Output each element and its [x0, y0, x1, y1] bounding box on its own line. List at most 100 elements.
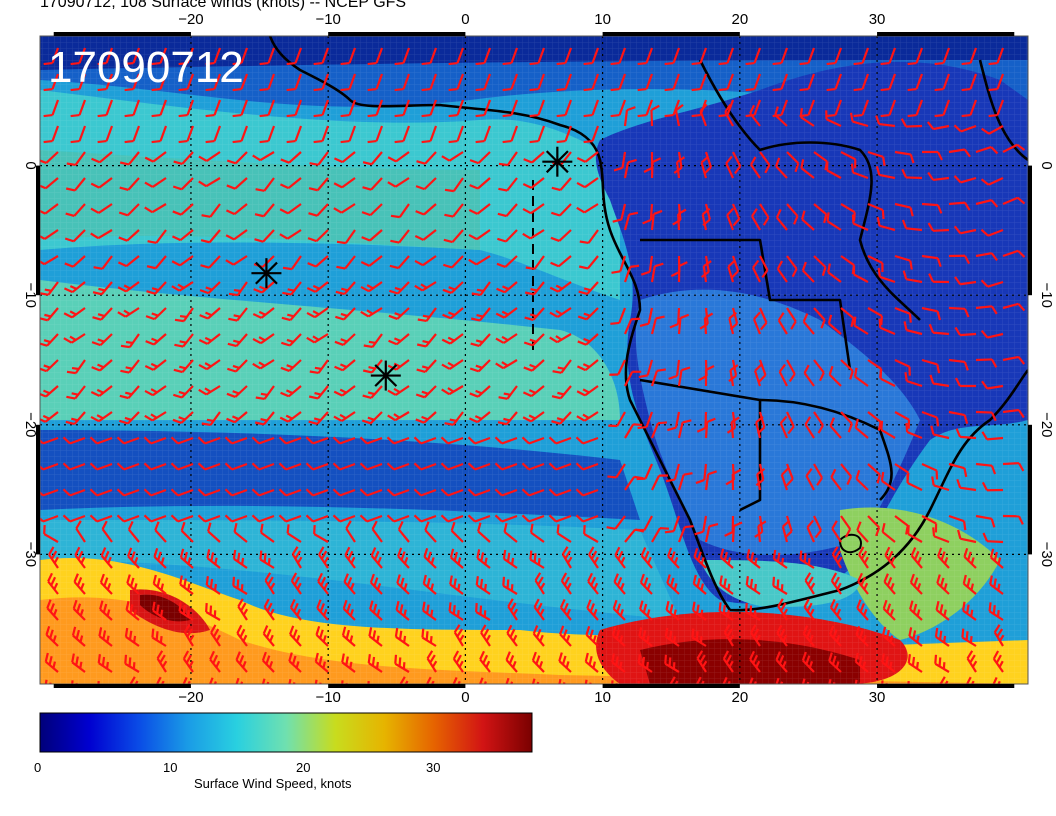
wind-barb	[931, 476, 950, 492]
wind-barb	[308, 203, 329, 217]
wind-barb	[290, 572, 302, 595]
wind-barb	[205, 47, 222, 66]
wind-barb	[576, 359, 599, 372]
wind-barb	[781, 519, 791, 543]
wind-barb	[953, 225, 977, 235]
colorbar-label: Surface Wind Speed, knots	[194, 776, 352, 791]
lon-tick-label: 30	[869, 11, 886, 28]
wind-barb	[280, 359, 302, 372]
wind-barb	[696, 650, 708, 673]
wind-barb	[939, 676, 950, 684]
wind-barb	[424, 521, 437, 543]
wind-barb	[416, 151, 437, 165]
wind-barb	[333, 411, 356, 422]
wind-barb	[806, 519, 816, 543]
wind-barb	[556, 73, 573, 92]
wind-barb	[279, 203, 302, 215]
wind-barb	[867, 515, 881, 537]
wind-barb	[449, 548, 464, 569]
lat-tick-label: −20	[1038, 412, 1055, 437]
wind-barb	[853, 73, 870, 92]
wind-barb	[651, 527, 669, 543]
wind-barb	[583, 125, 600, 144]
wind-barb	[40, 488, 59, 497]
wind-barb	[124, 99, 141, 118]
wind-barb	[62, 514, 86, 523]
wind-barb	[116, 462, 140, 471]
wind-barb	[955, 428, 977, 440]
wind-barb	[867, 150, 886, 166]
wind-barb	[637, 47, 654, 66]
wind-barb	[470, 333, 491, 347]
wind-barb	[208, 677, 217, 684]
wind-barb	[174, 333, 194, 348]
wind-barb	[117, 281, 140, 293]
wind-barb	[704, 365, 715, 386]
wind-barb	[929, 374, 950, 388]
wind-barb	[975, 358, 998, 368]
wind-barb	[448, 125, 465, 144]
wind-barb	[309, 359, 329, 375]
wind-barb	[905, 423, 923, 440]
wind-barb	[226, 151, 248, 165]
lat-tick-label: 0	[1038, 161, 1055, 169]
wind-barb	[101, 520, 113, 543]
wind-barb	[286, 524, 302, 543]
wind-barb	[197, 436, 221, 445]
wind-barb	[74, 546, 86, 569]
wind-barb	[900, 118, 923, 128]
lon-tick-label: 20	[731, 689, 748, 706]
wind-barb	[894, 202, 914, 217]
wind-barb	[975, 305, 998, 315]
wind-barb	[831, 520, 842, 543]
wind-barb	[750, 156, 761, 179]
wind-barb	[975, 514, 996, 528]
wind-barb	[178, 73, 195, 92]
wind-barb	[440, 488, 464, 497]
wind-barb	[902, 270, 923, 284]
wind-barb	[116, 514, 140, 523]
wind-barb	[173, 151, 194, 165]
wind-barb	[975, 146, 999, 155]
wind-barb	[786, 359, 796, 382]
wind-barb	[340, 125, 357, 144]
wind-barb	[701, 207, 711, 231]
wind-barb	[522, 203, 545, 215]
wind-barb	[261, 678, 270, 684]
wind-barb	[71, 653, 86, 673]
lon-tick-label: 0	[461, 689, 469, 706]
wind-barb	[313, 679, 322, 684]
wind-barb	[448, 47, 465, 66]
wind-barb	[556, 99, 573, 118]
wind-barb	[522, 229, 545, 240]
wind-barb	[936, 574, 950, 595]
wind-barb	[883, 573, 896, 595]
wind-barb	[183, 624, 195, 647]
wind-barb	[840, 411, 853, 433]
wind-barb	[813, 203, 828, 224]
wind-barb	[531, 651, 545, 673]
axis-scale-bars	[36, 32, 1032, 688]
wind-barb	[961, 99, 978, 118]
wind-barb	[232, 125, 249, 144]
wind-barb	[804, 572, 816, 595]
wind-barb	[251, 462, 275, 471]
wind-barb	[64, 255, 86, 268]
wind-barb	[961, 601, 977, 621]
wind-barb	[988, 47, 1005, 66]
wind-barb	[494, 462, 518, 471]
wind-barb	[469, 151, 491, 165]
wind-barb	[640, 255, 654, 276]
wind-barb	[124, 125, 141, 144]
wind-barb	[90, 385, 113, 397]
wind-barb	[576, 203, 599, 214]
wind-barb	[579, 229, 599, 245]
wind-barb	[875, 166, 896, 180]
wind-barb	[255, 385, 275, 401]
wind-barb	[650, 262, 664, 283]
wind-barb	[904, 372, 923, 388]
wind-barb	[414, 281, 437, 292]
wind-barb	[830, 468, 842, 491]
wind-barb	[124, 654, 140, 673]
wind-barb	[388, 307, 410, 320]
